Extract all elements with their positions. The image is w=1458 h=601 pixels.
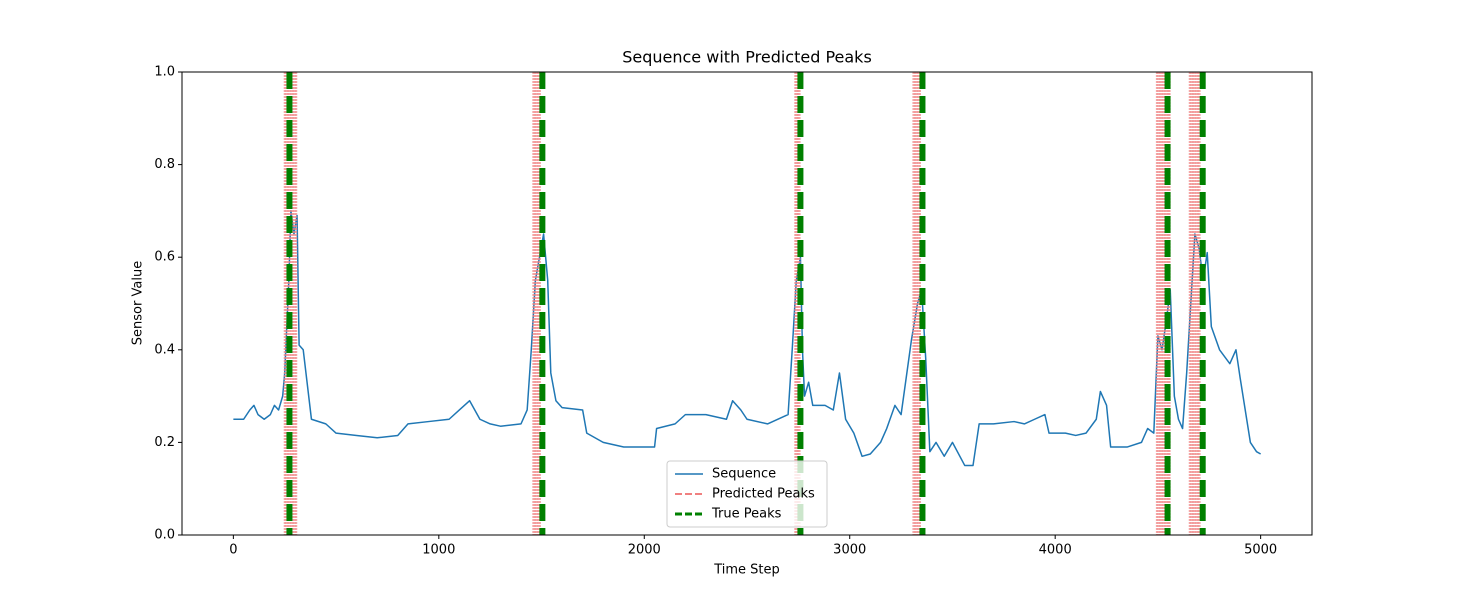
- y-tick-label: 0.8: [154, 157, 175, 172]
- y-tick-label: 0.4: [154, 342, 175, 357]
- x-tick-label: 0: [229, 543, 237, 558]
- plot-frame: [181, 71, 1313, 536]
- legend-label: True Peaks: [711, 507, 782, 522]
- legend-box: [666, 460, 828, 528]
- x-tick-label: 5000: [1244, 543, 1277, 558]
- legend-label: Predicted Peaks: [712, 487, 815, 502]
- y-tick-label: 0.0: [154, 528, 175, 543]
- y-tick-label: 0.6: [154, 250, 175, 265]
- x-tick-label: 3000: [833, 543, 866, 558]
- plot-area: [233, 72, 1262, 535]
- chart-title: Sequence with Predicted Peaks: [622, 48, 872, 67]
- sequence-line: [233, 210, 1262, 467]
- y-axis-label: Sensor Value: [131, 261, 146, 345]
- x-axis-label: Time Step: [713, 563, 780, 578]
- x-tick-label: 2000: [628, 543, 661, 558]
- y-tick-label: 0.2: [154, 435, 175, 450]
- y-tick-label: 1.0: [154, 65, 175, 80]
- x-tick-label: 4000: [1039, 543, 1072, 558]
- x-tick-label: 1000: [422, 543, 455, 558]
- legend-label: Sequence: [712, 467, 776, 482]
